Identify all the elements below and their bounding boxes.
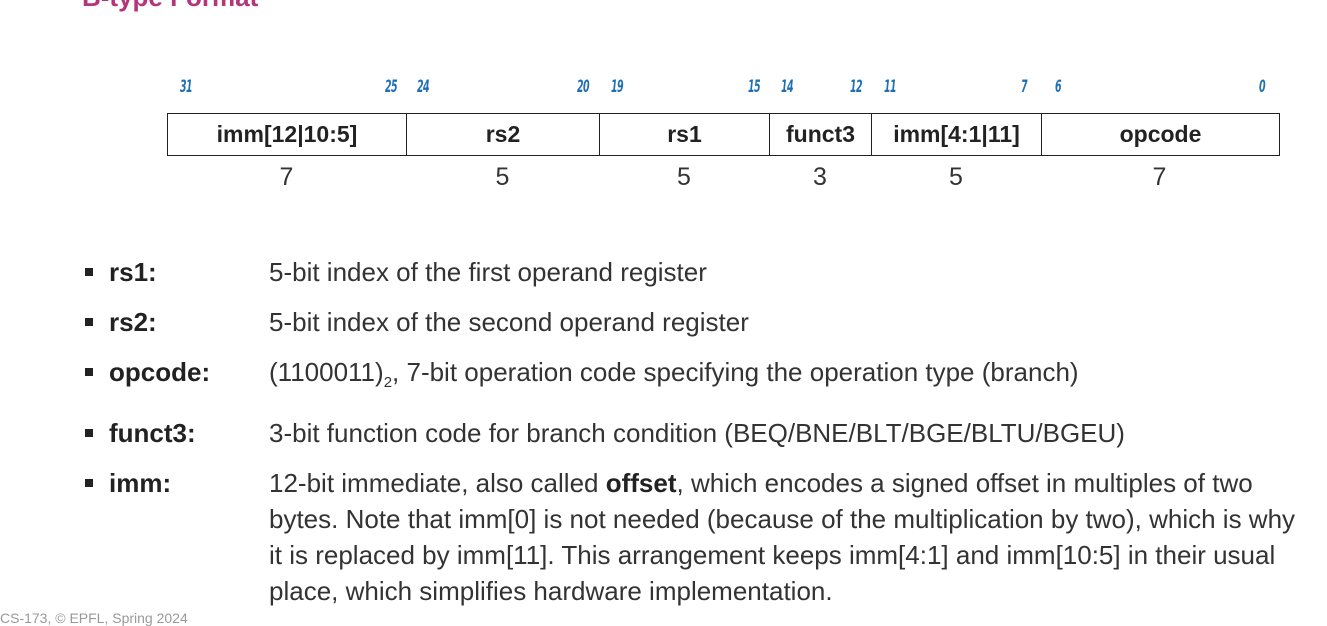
bit-label-7: 7 <box>1021 77 1028 97</box>
bullet-icon <box>85 318 93 326</box>
bullet-icon <box>85 368 93 376</box>
bit-label-20: 20 <box>577 77 590 97</box>
term-rs1: rs1: <box>109 257 157 287</box>
list-item-opcode: opcode: (1100011)2, 7-bit operation code… <box>85 354 1315 401</box>
width-rs1: 5 <box>677 162 691 191</box>
width-opcode: 7 <box>1152 162 1167 191</box>
definition-funct3: 3-bit function code for branch condition… <box>269 418 1125 449</box>
term-rs2: rs2: <box>109 307 157 337</box>
field-description-list: rs1: 5-bit index of the first operand re… <box>85 254 1315 623</box>
bullet-icon <box>85 429 93 438</box>
definition-rs1: 5-bit index of the first operand registe… <box>269 257 707 287</box>
imm-text-after: , which encodes a signed offset in multi… <box>269 468 1296 607</box>
imm-offset-keyword: offset <box>605 468 677 499</box>
width-imm-high: 7 <box>279 162 294 191</box>
field-rs1: rs1 <box>600 114 770 155</box>
bit-label-14: 14 <box>781 77 794 97</box>
bit-label-12: 12 <box>850 77 863 97</box>
field-opcode: opcode <box>1119 121 1202 147</box>
field-rs2: rs2 <box>407 114 600 155</box>
opcode-base: 2 <box>383 374 393 392</box>
definition-opcode: (1100011)2, 7-bit operation code specify… <box>269 354 1315 401</box>
bullet-icon <box>85 268 93 276</box>
bullet-icon <box>85 479 93 488</box>
field-imm-high: imm[12|10:5] <box>168 114 407 155</box>
instruction-format-table: imm[12|10:5] rs2 rs1 funct3 imm[4:1|11] … <box>167 113 1280 156</box>
term-imm: imm: <box>109 468 172 499</box>
width-imm-low: 5 <box>949 162 963 191</box>
term-funct3: funct3: <box>109 418 196 449</box>
list-item-imm: imm: 12-bit immediate, also called offse… <box>85 465 1315 609</box>
opcode-value: (1100011) <box>269 357 384 387</box>
definition-rs2: 5-bit index of the second operand regist… <box>269 307 749 337</box>
width-rs2: 5 <box>495 162 510 191</box>
bit-label-11: 11 <box>884 77 897 97</box>
field-funct3: funct3 <box>770 114 872 155</box>
term-opcode: opcode: <box>109 357 211 387</box>
bit-label-31: 31 <box>180 77 193 97</box>
field-width-row: 7 5 5 3 5 7 <box>167 160 1280 194</box>
list-item-funct3: funct3: 3-bit function code for branch c… <box>85 415 1315 451</box>
bit-label-25: 25 <box>385 77 398 97</box>
bit-label-0: 0 <box>1259 77 1266 97</box>
list-item-rs1: rs1: 5-bit index of the first operand re… <box>85 254 1315 290</box>
width-funct3: 3 <box>813 162 827 191</box>
list-item-rs2: rs2: 5-bit index of the second operand r… <box>85 304 1315 340</box>
footer-copyright: CS-173, © EPFL, Spring 2024 <box>0 610 188 626</box>
field-imm-low: imm[4:1|11] <box>872 114 1042 155</box>
bit-label-24: 24 <box>417 77 430 97</box>
opcode-text: , 7-bit operation code specifying the op… <box>392 357 1079 387</box>
bit-label-15: 15 <box>748 77 761 97</box>
bit-label-6: 6 <box>1055 77 1062 97</box>
definition-imm: 12-bit immediate, also called offset, wh… <box>269 465 1315 609</box>
slide-title: B-type Format <box>82 0 258 13</box>
bit-label-19: 19 <box>611 77 624 97</box>
imm-text-before: 12-bit immediate, also called <box>269 468 606 499</box>
